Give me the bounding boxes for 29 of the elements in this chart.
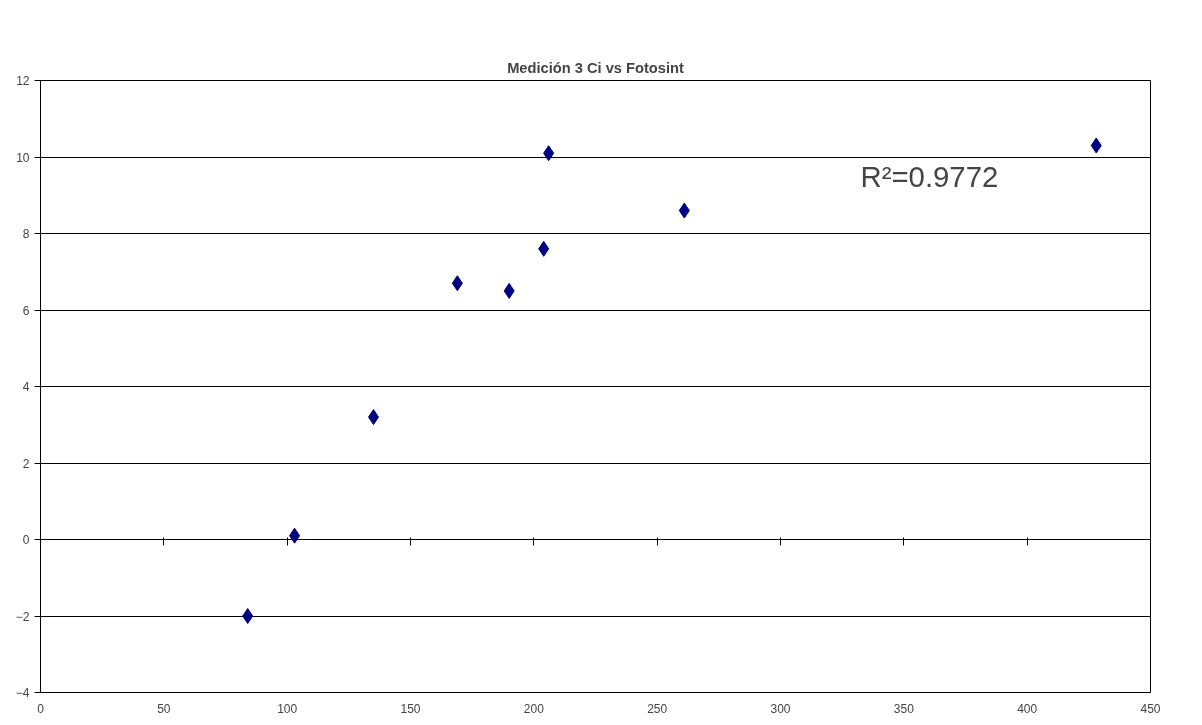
y-tick-label: 10 (16, 150, 30, 165)
y-tick-label: 12 (16, 74, 30, 88)
x-tick-label: 200 (523, 701, 545, 716)
x-tick-label: 50 (157, 701, 171, 716)
point (543, 145, 555, 162)
point (538, 240, 550, 257)
chart-title: Medición 3 Ci vs Fotosint (507, 59, 684, 76)
y-tick-label: −4 (15, 686, 30, 700)
x-tick-label: 300 (770, 701, 791, 716)
x-tick-label: 0 (37, 701, 45, 716)
y-tick-label: −2 (15, 609, 30, 624)
x-tick-label: 400 (1017, 701, 1038, 716)
point (1090, 137, 1102, 154)
x-tick-label: 100 (277, 701, 298, 716)
y-tick-label: 8 (22, 227, 30, 241)
x-tick-label: 350 (893, 701, 915, 716)
point (289, 527, 301, 544)
point (678, 202, 690, 219)
annotation: R²=0.9772 (860, 159, 999, 193)
y-tick-label: 2 (22, 456, 30, 471)
y-tick-label: 6 (22, 303, 30, 318)
x-tick-label: 250 (647, 701, 668, 716)
point (503, 282, 515, 299)
y-tick-label: 0 (22, 533, 30, 547)
x-tick-label: 450 (1140, 701, 1161, 716)
y-tick-label: 4 (22, 380, 30, 394)
point (451, 275, 463, 292)
x-tick-label: 150 (400, 701, 421, 716)
point (242, 608, 254, 624)
